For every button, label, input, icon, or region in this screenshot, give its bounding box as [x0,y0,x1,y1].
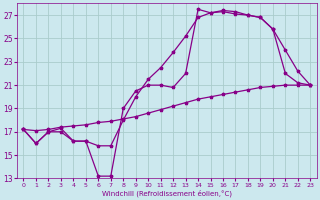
X-axis label: Windchill (Refroidissement éolien,°C): Windchill (Refroidissement éolien,°C) [102,189,232,197]
